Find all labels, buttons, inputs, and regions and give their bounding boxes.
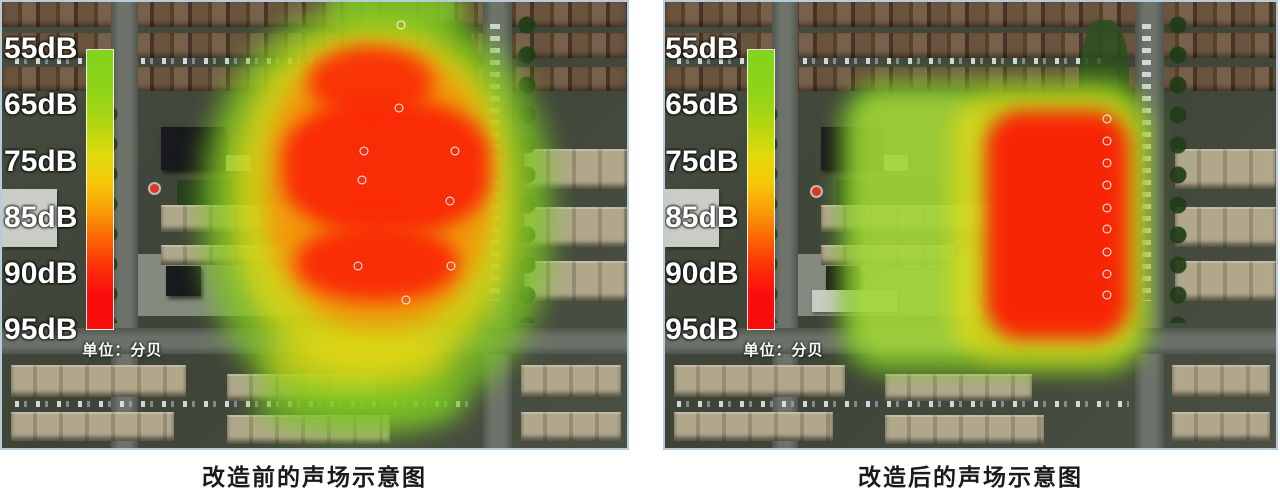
legend-tick: 95dB	[4, 313, 78, 347]
measurement-point	[1102, 224, 1112, 234]
legend-tick: 90dB	[665, 257, 739, 291]
apartment-block	[674, 365, 846, 397]
measurement-point	[1102, 203, 1112, 213]
apartment-block	[1172, 365, 1270, 397]
caption-before: 改造前的声场示意图	[202, 464, 427, 490]
legend-tick: 65dB	[665, 88, 739, 122]
legend-gradient-bar	[747, 49, 776, 331]
legend-gradient-bar	[86, 49, 115, 331]
heat-red-lower-lobe	[295, 225, 459, 301]
noise-legend: 55dB 65dB 75dB 85dB 90dB 95dB 单位：分贝	[665, 34, 822, 359]
heatmap-overlay-after	[665, 2, 1276, 448]
panel-after-map: 55dB 65dB 75dB 85dB 90dB 95dB 单位：分贝	[663, 0, 1278, 450]
map-pin-icon	[149, 183, 159, 193]
parked-cars	[677, 401, 1130, 408]
measurement-point	[1102, 136, 1112, 146]
measurement-point	[1102, 290, 1112, 300]
measurement-point	[446, 261, 456, 271]
apartment-block	[1175, 207, 1276, 248]
heat-red-core	[283, 100, 490, 234]
apartment-block	[1175, 260, 1276, 301]
measurement-point	[445, 196, 454, 206]
apartment-block	[520, 412, 621, 442]
legend-tick: 55dB	[665, 32, 739, 66]
apartment-block	[1172, 412, 1270, 442]
legend-tick: 85dB	[665, 200, 739, 234]
legend-tick: 75dB	[4, 144, 78, 178]
apartment-block	[674, 412, 834, 442]
apartment-block	[11, 412, 174, 442]
legend-tick: 75dB	[665, 144, 739, 178]
legend-unit-label: 单位：分贝	[82, 342, 163, 360]
legend-tick: 90dB	[4, 257, 78, 291]
measurement-point	[353, 261, 363, 271]
legend-tick: 55dB	[4, 32, 78, 66]
measurement-point	[401, 295, 411, 305]
measurement-point	[1102, 158, 1112, 168]
white-building	[665, 189, 719, 248]
parked-cars	[677, 58, 1105, 65]
parked-cars	[14, 401, 477, 408]
apartment-block	[884, 414, 1044, 444]
apartment-block	[11, 365, 187, 397]
apartment-block	[1175, 149, 1276, 190]
heatmap-overlay-before	[2, 2, 627, 448]
measurement-point	[1102, 269, 1112, 279]
legend-tick: 95dB	[665, 313, 739, 347]
measurement-point	[1102, 114, 1112, 124]
street-trees	[1167, 10, 1190, 324]
measurement-point	[1102, 247, 1112, 257]
apartment-block	[520, 365, 621, 397]
measurement-point	[357, 175, 367, 185]
measurement-point	[394, 103, 404, 113]
measurement-point	[450, 146, 459, 156]
white-building	[2, 189, 57, 248]
panel-before-map: 55dB 65dB 75dB 85dB 90dB 95dB 单位：分贝	[0, 0, 629, 450]
map-pin-icon	[811, 187, 821, 197]
parked-cars	[14, 58, 452, 65]
legend-unit-label: 单位：分贝	[743, 342, 824, 360]
legend-tick: 65dB	[4, 88, 78, 122]
measurement-point	[1102, 180, 1112, 190]
noise-legend: 55dB 65dB 75dB 85dB 90dB 95dB 单位：分贝	[4, 34, 161, 359]
dark-building	[166, 266, 202, 296]
apartment-block	[884, 374, 1032, 402]
heat-yellow-bottom	[264, 332, 452, 390]
caption-after: 改造后的声场示意图	[858, 464, 1083, 490]
measurement-point	[359, 146, 369, 156]
measurement-point	[396, 20, 406, 30]
legend-tick: 85dB	[4, 200, 78, 234]
